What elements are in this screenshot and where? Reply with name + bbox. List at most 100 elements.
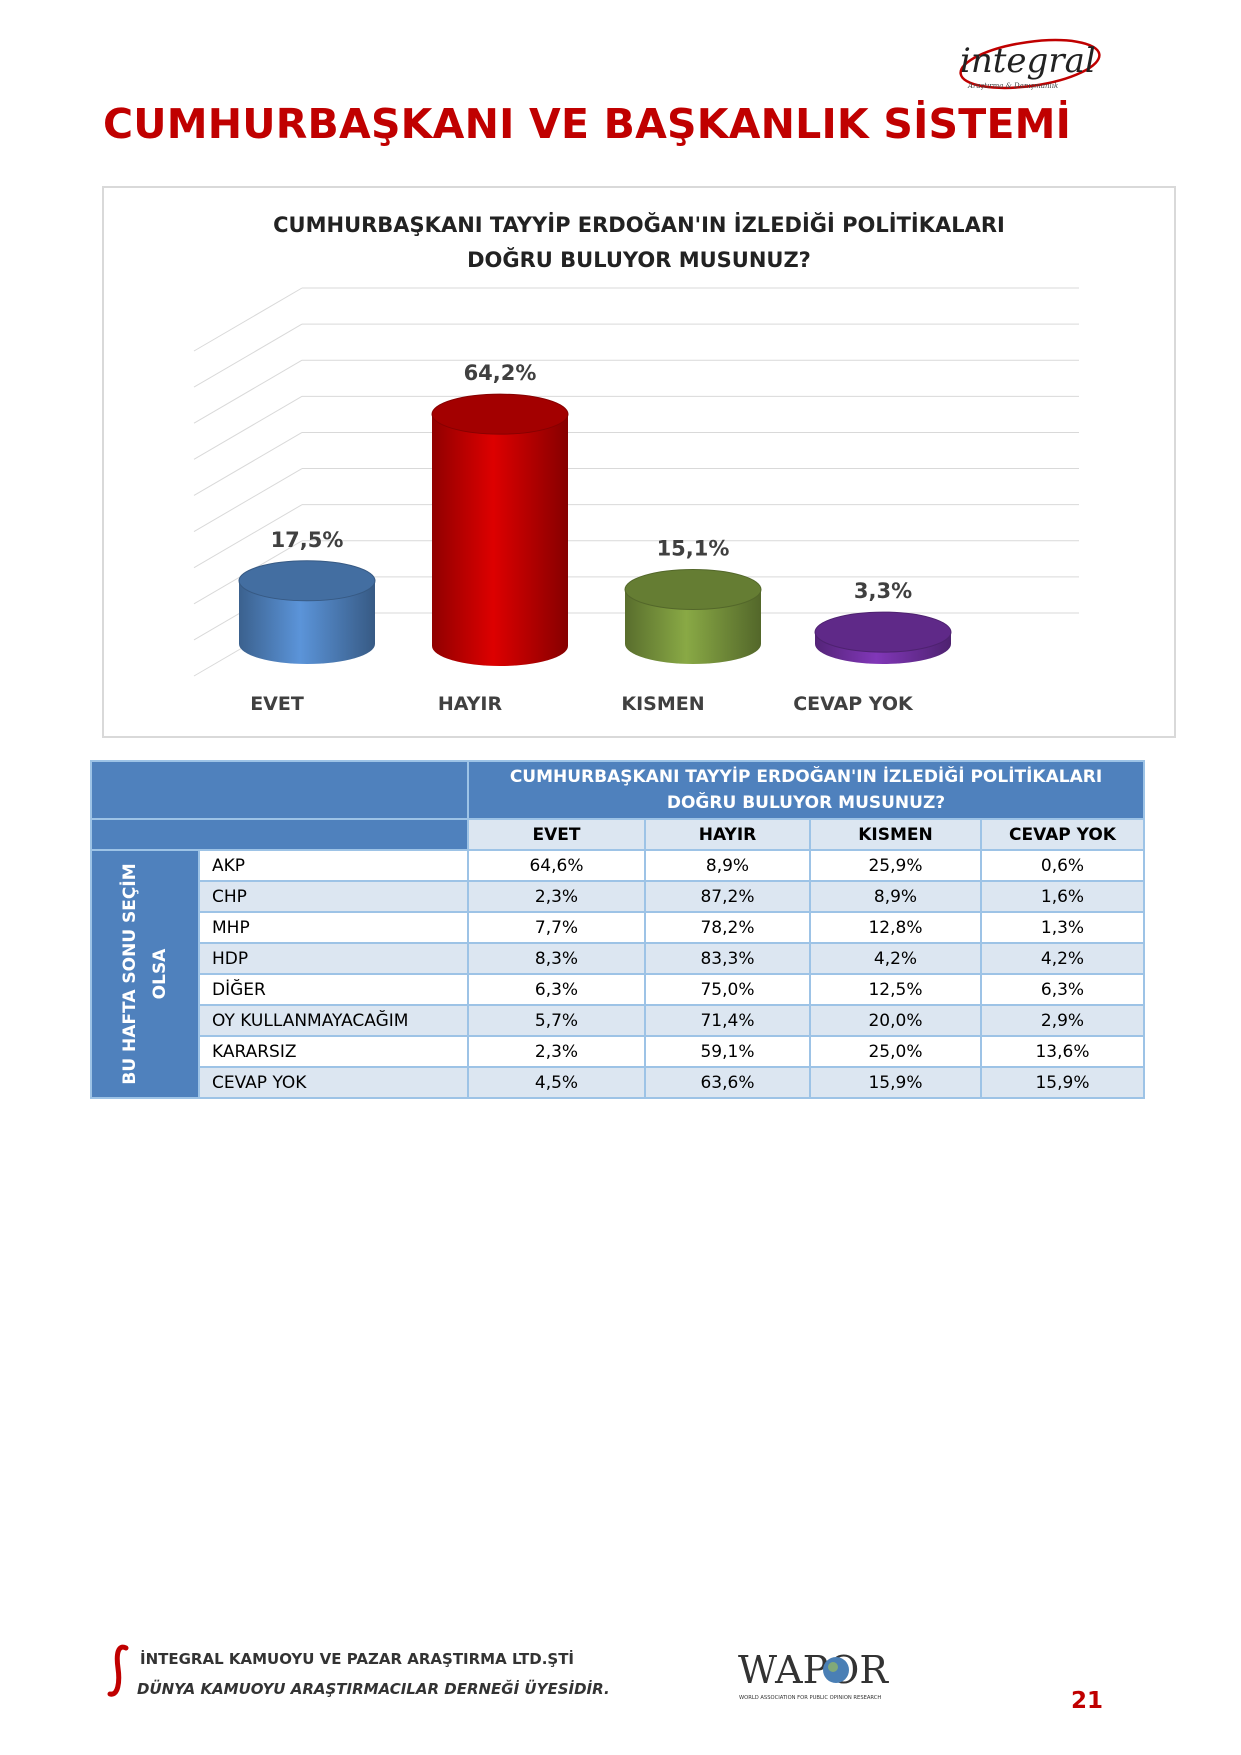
- gridline-side: [193, 323, 303, 388]
- chart-title: CUMHURBAŞKANI TAYYİP ERDOĞAN'IN İZLEDİĞİ…: [104, 208, 1174, 278]
- bar-body: [625, 589, 761, 664]
- party-name: AKP: [198, 849, 469, 882]
- logo-tagline: Araştırma & Danışmanlık: [967, 82, 1058, 90]
- table-cell: 2,3%: [467, 1035, 646, 1068]
- table-question-header: CUMHURBAŞKANI TAYYİP ERDOĞAN'IN İZLEDİĞİ…: [467, 760, 1145, 820]
- table-corner-2: [90, 818, 469, 851]
- bar-top: [238, 560, 376, 602]
- table-row: BU HAFTA SONU SEÇİM OLSA AKP 64,6% 8,9% …: [90, 849, 1145, 1099]
- footer-membership: DÜNYA KAMUOYU ARAŞTIRMACILAR DERNEĞİ ÜYE…: [137, 1680, 610, 1698]
- table-question-line-2: DOĞRU BULUYOR MUSUNUZ?: [666, 793, 946, 813]
- table-row: MHP 7,7% 78,2% 12,8% 1,3%: [91, 911, 1145, 944]
- table-cell: 6,3%: [467, 973, 646, 1006]
- gridline-side: [193, 468, 303, 532]
- table-cell: 63,6%: [644, 1066, 811, 1099]
- data-label: 64,2%: [464, 361, 537, 385]
- table-cell: 13,6%: [980, 1035, 1145, 1068]
- table-cell: 20,0%: [809, 1004, 982, 1037]
- chart-frame: CUMHURBAŞKANI TAYYİP ERDOĞAN'IN İZLEDİĞİ…: [102, 186, 1176, 738]
- table-cell: 25,9%: [809, 849, 982, 882]
- bar-cevap-yok: [814, 611, 952, 664]
- party-name: HDP: [198, 942, 469, 975]
- bar-top: [814, 611, 952, 653]
- column-header: HAYIR: [644, 818, 811, 851]
- bar-body: [432, 414, 568, 666]
- table-cell: 4,5%: [467, 1066, 646, 1099]
- table-cell: 25,0%: [809, 1035, 982, 1068]
- column-header: CEVAP YOK: [980, 818, 1145, 851]
- page-number: 21: [1071, 1688, 1104, 1714]
- row-group-label-line-1: BU HAFTA SONU SEÇİM: [120, 863, 140, 1085]
- table-cell: 83,3%: [644, 942, 811, 975]
- gridline-side: [193, 287, 303, 352]
- table-corner: [90, 760, 469, 820]
- gridline-side: [193, 395, 303, 460]
- table-row: HDP 8,3% 83,3% 4,2% 4,2%: [91, 942, 1145, 975]
- party-name: CEVAP YOK: [198, 1066, 469, 1099]
- bar-kismen: [624, 568, 762, 664]
- table-cell: 1,6%: [980, 880, 1145, 913]
- table-cell: 75,0%: [644, 973, 811, 1006]
- gridline-side: [193, 359, 303, 424]
- table-row: KARARSIZ 2,3% 59,1% 25,0% 13,6%: [91, 1035, 1145, 1068]
- bar-hayir: [431, 393, 569, 666]
- table-cell: 64,6%: [467, 849, 646, 882]
- table-cell: 8,9%: [809, 880, 982, 913]
- table-row: OY KULLANMAYACAĞIM 5,7% 71,4% 20,0% 2,9%: [91, 1004, 1145, 1037]
- table-row: CEVAP YOK 4,5% 63,6% 15,9% 15,9%: [91, 1066, 1145, 1099]
- table-cell: 1,3%: [980, 911, 1145, 944]
- row-group-label: BU HAFTA SONU SEÇİM OLSA: [90, 849, 200, 1099]
- table-cell: 7,7%: [467, 911, 646, 944]
- bar-evet: [238, 560, 376, 664]
- table-cell: 15,9%: [809, 1066, 982, 1099]
- table-row: DİĞER 6,3% 75,0% 12,5% 6,3%: [91, 973, 1145, 1006]
- chart-title-line-1: CUMHURBAŞKANI TAYYİP ERDOĞAN'IN İZLEDİĞİ…: [273, 213, 1005, 237]
- table-row: CHP 2,3% 87,2% 8,9% 1,6%: [91, 880, 1145, 913]
- category-label: KISMEN: [621, 693, 704, 715]
- row-group-label-line-2: OLSA: [150, 948, 170, 1000]
- category-label: CEVAP YOK: [793, 693, 914, 715]
- bar-chart: 17,5% EVET 64,2% HAYIR 15,1% KISMEN 3,3% CEVAP …: [193, 287, 1079, 715]
- logo-wordmark: integral: [960, 41, 1096, 81]
- party-name: MHP: [198, 911, 469, 944]
- wapor-wordmark: WAPOR: [738, 1648, 889, 1692]
- table-cell: 15,9%: [980, 1066, 1145, 1099]
- crosstab-table-wrap: CUMHURBAŞKANI TAYYİP ERDOĞAN'IN İZLEDİĞİ…: [90, 760, 1145, 1099]
- column-header: EVET: [467, 818, 646, 851]
- table-cell: 78,2%: [644, 911, 811, 944]
- crosstab-table: CUMHURBAŞKANI TAYYİP ERDOĞAN'IN İZLEDİĞİ…: [90, 760, 1145, 1099]
- bar-top: [431, 393, 569, 435]
- table-cell: 8,3%: [467, 942, 646, 975]
- column-header: KISMEN: [809, 818, 982, 851]
- table-cell: 59,1%: [644, 1035, 811, 1068]
- category-label: EVET: [250, 693, 304, 715]
- gridline-side: [193, 504, 303, 569]
- footer-company: İNTEGRAL KAMUOYU VE PAZAR ARAŞTIRMA LTD.…: [140, 1650, 575, 1668]
- party-name: OY KULLANMAYACAĞIM: [198, 1004, 469, 1037]
- table-cell: 12,8%: [809, 911, 982, 944]
- party-name: DİĞER: [198, 973, 469, 1006]
- data-label: 17,5%: [271, 528, 344, 552]
- integral-logo: integral Araştırma & Danışmanlık: [959, 38, 1101, 90]
- data-label: 15,1%: [657, 536, 730, 560]
- category-label: HAYIR: [438, 693, 503, 715]
- wapor-logo: WAPOR WORLD ASSOCIATION FOR PUBLIC OPINI…: [738, 1648, 889, 1701]
- integral-sign-icon: [107, 1644, 129, 1697]
- bar-body: [239, 580, 375, 664]
- page-title: CUMHURBAŞKANI VE BAŞKANLIK SİSTEMİ: [103, 100, 1072, 148]
- table-cell: 0,6%: [980, 849, 1145, 882]
- bar-top: [624, 568, 762, 610]
- table-cell: 8,9%: [644, 849, 811, 882]
- table-question-line-1: CUMHURBAŞKANI TAYYİP ERDOĞAN'IN İZLEDİĞİ…: [509, 767, 1103, 787]
- table-cell: 87,2%: [644, 880, 811, 913]
- wapor-subtitle: WORLD ASSOCIATION FOR PUBLIC OPINION RES…: [739, 1695, 881, 1701]
- table-cell: 12,5%: [809, 973, 982, 1006]
- party-name: CHP: [198, 880, 469, 913]
- table-cell: 2,3%: [467, 880, 646, 913]
- table-cell: 2,9%: [980, 1004, 1145, 1037]
- party-name: KARARSIZ: [198, 1035, 469, 1068]
- table-cell: 71,4%: [644, 1004, 811, 1037]
- table-cell: 4,2%: [809, 942, 982, 975]
- table-cell: 6,3%: [980, 973, 1145, 1006]
- gridline-side: [193, 432, 303, 496]
